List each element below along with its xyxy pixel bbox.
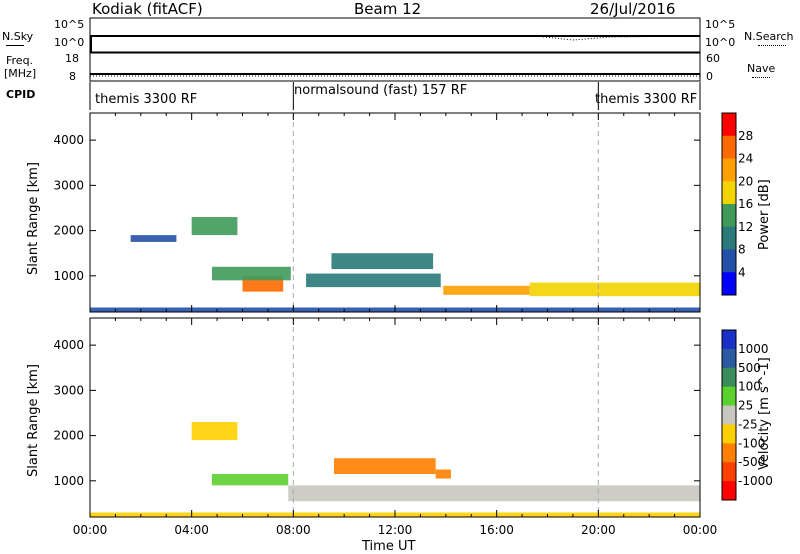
colorbar-frame [721,112,737,296]
colorbar-tick-label: 24 [738,152,753,166]
heatmap-cell [212,266,291,281]
y-tick-label: 2000 [53,429,84,443]
colorbar-swatch [722,204,736,228]
colorbar-tick-label: -25 [738,417,758,431]
colorbar-tick-label: 12 [738,220,753,234]
nsky-tick-bottom: 10^0 [54,36,85,49]
x-tick-label: 16:00 [479,523,514,537]
cpid-label: CPID [6,88,36,101]
nave-label: Nave [747,62,776,75]
colorbar-swatch [722,158,736,182]
colorbar-swatch [722,367,736,388]
heatmap-cell [90,512,700,517]
nsearch-label: N.Search [744,30,794,43]
heatmap-cell [288,485,700,502]
heatmap-cell [435,469,451,479]
cpid-segment-3: themis 3300 RF [595,92,698,107]
velocity-panel-frame [89,317,701,518]
colorbar-swatch [722,443,736,463]
heatmap-cell [212,474,289,486]
nsearch-tick-bottom: 10^0 [705,36,736,49]
heatmap-cell [334,458,436,475]
colorbar-tick-label: 20 [738,174,753,188]
colorbar-swatch [722,272,736,296]
colorbar-swatch [722,249,736,273]
nsky-tick-top: 10^5 [54,18,85,31]
y-tick-label: 1000 [53,269,84,283]
nave-tick-bottom: 0 [706,70,713,83]
colorbar-tick-label: 1000 [738,342,769,356]
power-ylabel: Slant Range [km] [26,162,41,275]
nave-tick-top: 60 [706,52,720,65]
y-tick-label: 4000 [53,338,84,352]
nsearch-legend-line [758,45,786,46]
cpid-segment-1: themis 3300 RF [95,92,198,107]
y-tick-label: 2000 [53,224,84,238]
freq-tick-bottom: 8 [69,70,76,83]
nave-legend-line [752,77,770,78]
colorbar-swatch [722,386,736,407]
beam-label: Beam 12 [354,0,422,18]
colorbar-swatch [722,181,736,205]
heatmap-cell [443,285,530,295]
colorbar-swatch [722,424,736,444]
x-tick-label: 00:00 [73,523,108,537]
y-tick-label: 3000 [53,178,84,192]
colorbar-swatch [722,330,736,350]
power-panel-frame [89,112,701,313]
colorbar-swatch [722,135,736,159]
date-label: 26/Jul/2016 [590,0,676,18]
colorbar-swatch [722,462,736,482]
nsky-legend-line [6,45,24,46]
heatmap-cell [331,253,434,270]
freq-unit: [MHz] [4,67,37,80]
y-tick-label: 3000 [53,383,84,397]
y-tick-label: 1000 [53,474,84,488]
nsearch-trace [90,35,701,41]
nsearch-tick-top: 10^5 [705,18,736,31]
cpid-segment-2: normalsound (fast) 157 RF [294,83,468,98]
heatmap-cell [191,422,238,441]
chart-title: Kodiak (fitACF) [92,0,203,18]
freq-tick-top: 18 [65,52,79,65]
colorbar-tick-label: 4 [738,265,746,279]
velocity-ylabel: Slant Range [km] [26,364,41,477]
x-tick-label: 00:00 [683,523,718,537]
colorbar-swatch [722,481,736,501]
nsky-label: N.Sky [2,30,34,43]
velocity-colorbar-label: Velocity [m s^-1] [757,357,772,470]
heatmap-cell [191,217,238,236]
velocity-heatmap [90,422,700,517]
freq-label: Freq. [6,54,34,67]
colorbar-frame [721,329,737,501]
power-heatmap [90,217,700,312]
x-tick-label: 12:00 [378,523,413,537]
freq-panel-frame [89,52,701,82]
power-colorbar-label: Power [dB] [757,179,772,250]
colorbar-tick-label: 28 [738,129,753,143]
nsky-panel-frame [89,17,701,53]
colorbar-swatch [722,226,736,250]
heatmap-cell [306,273,441,288]
x-tick-label: 08:00 [276,523,311,537]
colorbar-swatch [722,348,736,369]
colorbar-swatch [722,405,736,425]
colorbar-tick-label: -1000 [738,474,773,488]
x-tick-label: 04:00 [174,523,209,537]
y-tick-label: 4000 [53,133,84,147]
x-tick-label: 20:00 [581,523,616,537]
heatmap-cell [529,282,700,297]
heatmap-cell [90,307,700,312]
colorbar-tick-label: 16 [738,197,753,211]
x-axis-label: Time UT [362,539,416,554]
colorbar-tick-label: 8 [738,243,746,257]
colorbar-swatch [722,113,736,137]
heatmap-cell [242,275,284,292]
heatmap-cell [130,235,177,242]
colorbar-tick-label: 25 [738,399,753,413]
